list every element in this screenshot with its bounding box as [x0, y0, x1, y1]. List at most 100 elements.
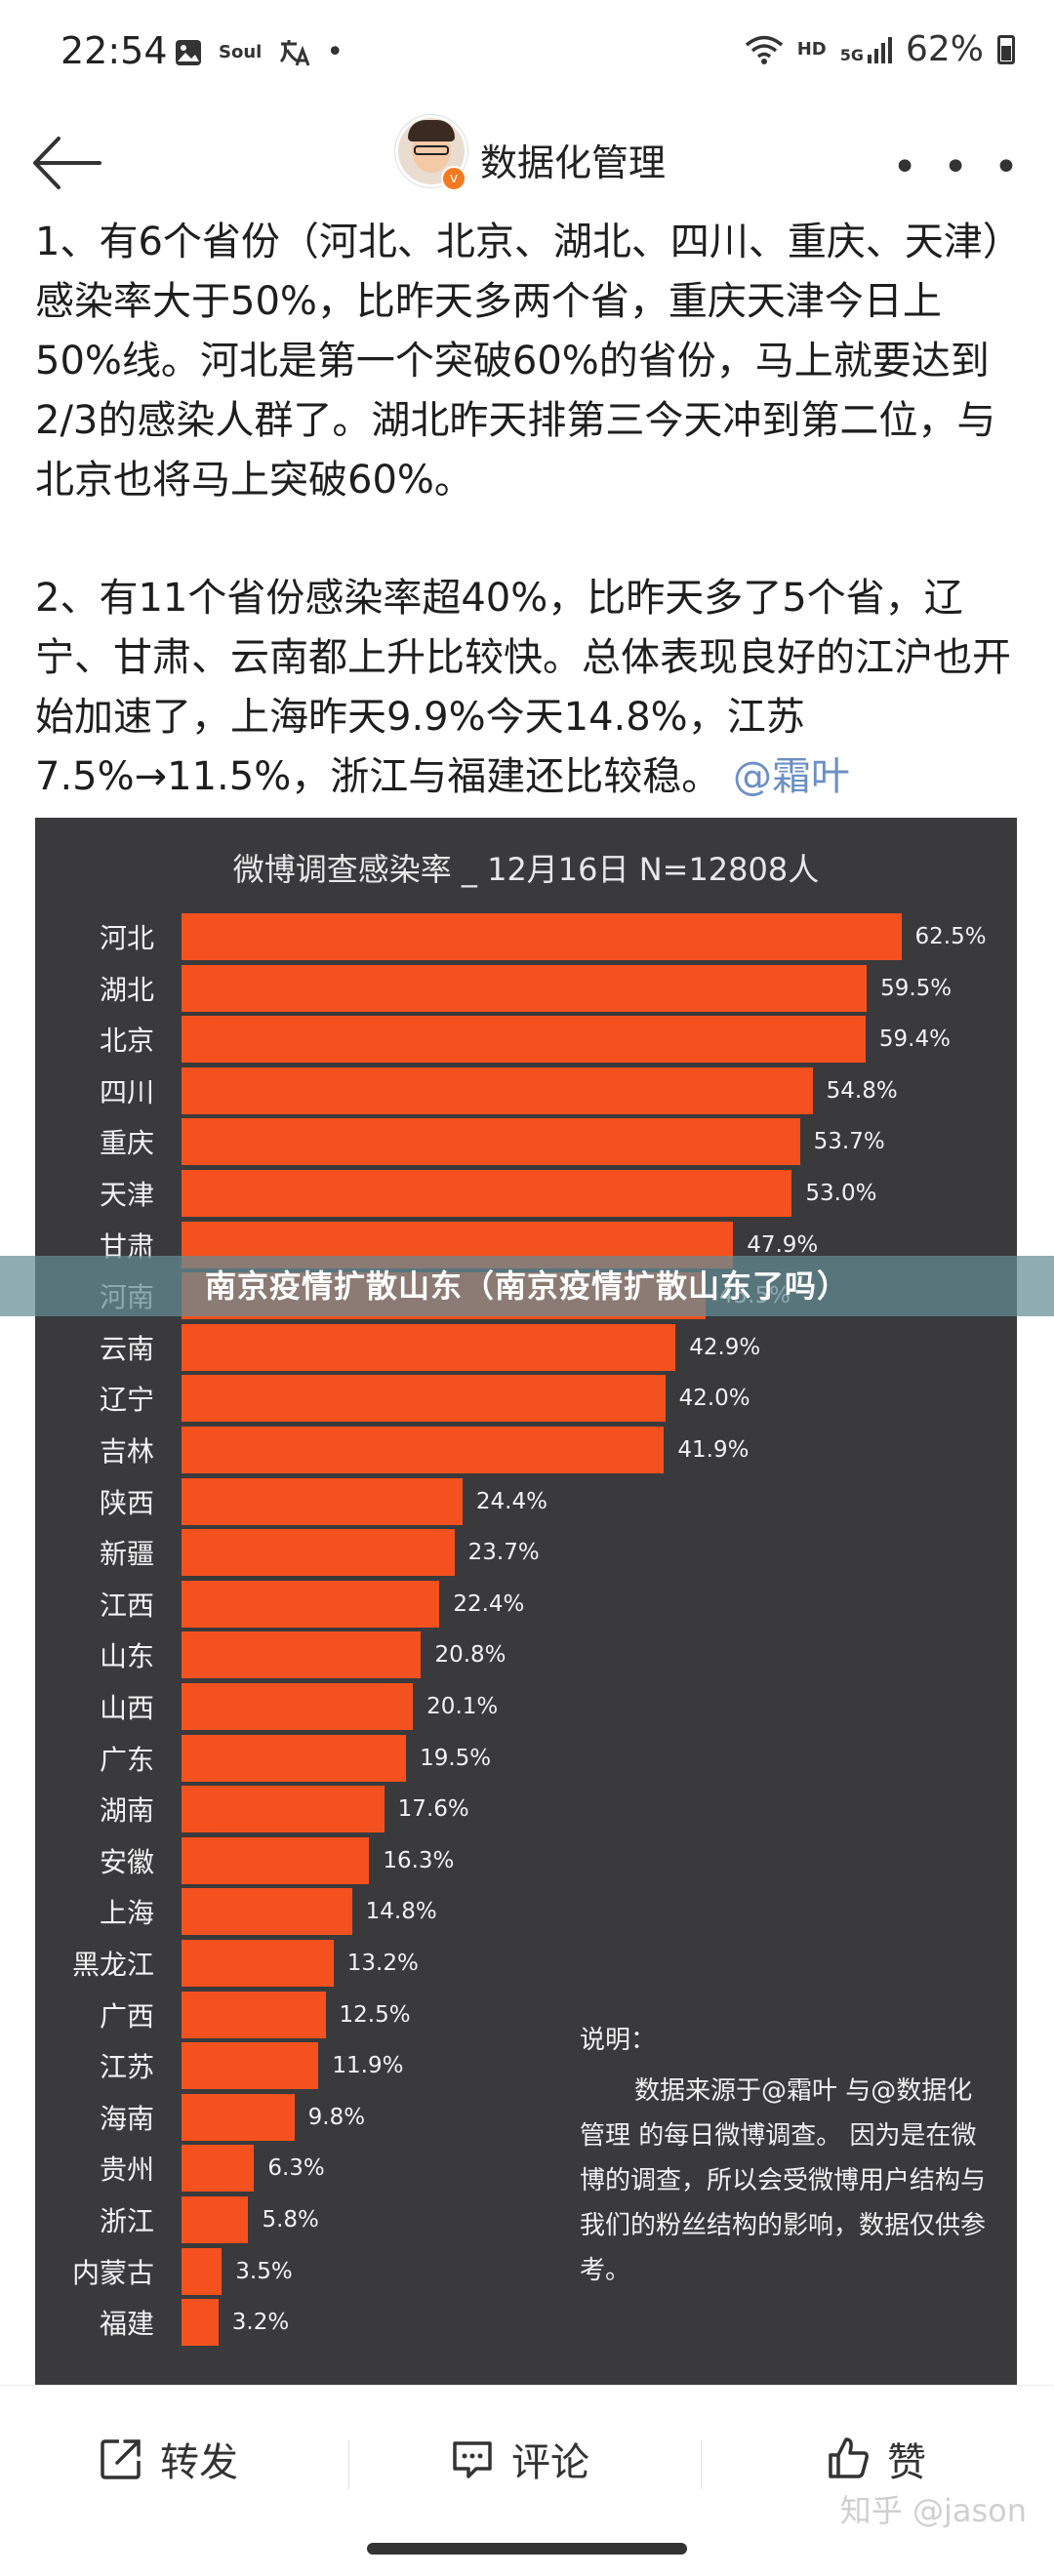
- watermark: 知乎 @jason: [839, 2492, 1027, 2529]
- bar-row: 四川 54.8%: [35, 1067, 1017, 1118]
- like-label: 赞: [887, 2440, 926, 2485]
- bar-row: 山西 20.1%: [35, 1683, 1017, 1734]
- bar: [182, 913, 902, 960]
- bar: [182, 1836, 370, 1884]
- bar: [182, 1683, 414, 1730]
- bar-row: 海南 9.8%: [35, 2093, 1017, 2145]
- bar-category-label: 吉林: [99, 1435, 154, 1468]
- signal-group: 5G: [840, 35, 892, 64]
- bar: [182, 1427, 665, 1473]
- bar-row: 云南 42.9%: [35, 1323, 1017, 1375]
- bar-category-label: 江苏: [99, 2051, 154, 2084]
- bar: [182, 1631, 422, 1679]
- bar-category-label: 黑龙江: [71, 1949, 154, 1981]
- bar-category-label: 天津: [99, 1179, 154, 1211]
- home-indicator[interactable]: [367, 2543, 687, 2555]
- banner-text: 南京疫情扩散山东（南京疫情扩散山东了吗）: [204, 1268, 849, 1305]
- bar-category-label: 安徽: [99, 1845, 154, 1878]
- bar-category-label: 贵州: [99, 2153, 154, 2187]
- bar: [182, 1477, 463, 1525]
- post-header: v 数据化管理 • • •: [0, 107, 1054, 215]
- divider: [348, 2440, 349, 2489]
- bar-value-label: 41.9%: [677, 1437, 750, 1463]
- status-notifications: Soul •: [174, 35, 344, 69]
- bar-value-label: 19.5%: [420, 1745, 492, 1771]
- bar: [182, 1375, 666, 1423]
- bar: [182, 1888, 352, 1936]
- mention-link[interactable]: @霜叶: [732, 754, 850, 799]
- bar-row: 江苏 11.9%: [35, 2042, 1017, 2093]
- bar-value-label: 47.9%: [747, 1231, 819, 1258]
- bar-value-label: 24.4%: [475, 1488, 547, 1514]
- like-button[interactable]: 赞: [825, 2425, 926, 2493]
- thumbs-up-icon: [829, 2437, 869, 2478]
- signal-icon: [867, 36, 892, 63]
- comment-button[interactable]: 评论: [449, 2425, 589, 2493]
- back-button[interactable]: [27, 129, 105, 197]
- chart-image[interactable]: 微博调查感染率 _ 12月16日 N=12808人 河北 62.5% 湖北 59.5%…: [35, 818, 1017, 2385]
- bar-value-label: 13.2%: [346, 1951, 419, 1976]
- bar-row: 内蒙古 3.5%: [35, 2247, 1017, 2299]
- bar: [182, 2247, 223, 2295]
- chart-title: 微博调查感染率 _ 12月16日 N=12808人: [232, 851, 820, 888]
- bar-category-label: 重庆: [99, 1127, 154, 1160]
- chart-note-title: 说明：: [580, 2026, 657, 2055]
- bar: [182, 1118, 800, 1166]
- more-options-button[interactable]: • • •: [892, 142, 1025, 192]
- bar-value-label: 42.0%: [678, 1386, 750, 1412]
- bar-row: 吉林 41.9%: [35, 1427, 1017, 1477]
- bar-value-label: 14.8%: [365, 1899, 437, 1925]
- bar-category-label: 山西: [99, 1692, 154, 1724]
- bar-value-label: 6.3%: [267, 2155, 325, 2182]
- bar-row: 福建 3.2%: [35, 2299, 1017, 2350]
- chart-note-body: 数据来源于@霜叶 与@数据化管理 的每日微博调查。 因为是在微博的调查，所以会受…: [580, 2076, 987, 2285]
- status-system: HD 5G 62%: [745, 29, 1015, 69]
- bar-value-label: 3.5%: [235, 2258, 293, 2284]
- avatar[interactable]: [395, 115, 467, 187]
- bar-row: 黑龙江 13.2%: [35, 1940, 1017, 1991]
- bar-row: 天津 53.0%: [35, 1170, 1017, 1221]
- bar-value-label: 16.3%: [383, 1847, 455, 1873]
- battery-icon: [997, 34, 1015, 64]
- bar: [182, 1067, 813, 1114]
- bar-row: 广东 19.5%: [35, 1734, 1017, 1786]
- bar-row: 湖南 17.6%: [35, 1786, 1017, 1836]
- bar-category-label: 陕西: [99, 1486, 154, 1519]
- bar-value-label: 59.5%: [880, 975, 953, 1001]
- status-bar: 22:54 Soul • HD 5G 62%: [0, 0, 1054, 107]
- bar-category-label: 云南: [99, 1332, 154, 1365]
- bar-value-label: 42.9%: [689, 1334, 761, 1360]
- bar-value-label: 5.8%: [262, 2207, 319, 2233]
- action-bar: 转发 评论 赞: [0, 2385, 1054, 2542]
- bar: [182, 1940, 334, 1987]
- forward-button[interactable]: 转发: [98, 2425, 238, 2493]
- bar-category-label: 内蒙古: [71, 2256, 154, 2289]
- bar: [182, 1323, 676, 1371]
- bar-value-label: 11.9%: [332, 2053, 404, 2079]
- paragraph-2-text: 2、有11个省份感染率超40%，比昨天多了5个省，辽宁、甘肃、云南都上升比较快。…: [35, 576, 1011, 799]
- bar-row: 广西 12.5%: [35, 1991, 1017, 2042]
- bar-category-label: 河北: [99, 922, 154, 954]
- avatar-hair: [408, 120, 455, 141]
- overlay-banner: 南京疫情扩散山东（南京疫情扩散山东了吗）: [0, 1256, 1054, 1316]
- bar-row: 安徽 16.3%: [35, 1836, 1017, 1888]
- post-body: 1、有6个省份（河北、北京、湖北、四川、重庆、天津）感染率大于50%，比昨天多两…: [35, 213, 1021, 807]
- account-name[interactable]: 数据化管理: [480, 141, 667, 184]
- bar-category-label: 江西: [99, 1589, 154, 1622]
- status-time: 22:54: [61, 29, 168, 72]
- bar: [182, 1529, 455, 1577]
- bar: [182, 964, 868, 1012]
- comment-icon: [453, 2441, 492, 2478]
- bar-value-label: 12.5%: [339, 2001, 411, 2028]
- bar-row: 河北 62.5%: [35, 913, 1017, 964]
- battery-percent: 62%: [905, 29, 984, 69]
- bar-row: 湖北 59.5%: [35, 964, 1017, 1016]
- bar: [182, 1991, 326, 2038]
- bar-value-label: 53.0%: [805, 1181, 877, 1206]
- divider: [701, 2440, 702, 2489]
- bar-category-label: 上海: [99, 1897, 154, 1930]
- bar: [182, 1786, 385, 1833]
- bar-row: 浙江 5.8%: [35, 2196, 1017, 2247]
- bar: [182, 2042, 319, 2090]
- bar-category-label: 四川: [99, 1075, 154, 1108]
